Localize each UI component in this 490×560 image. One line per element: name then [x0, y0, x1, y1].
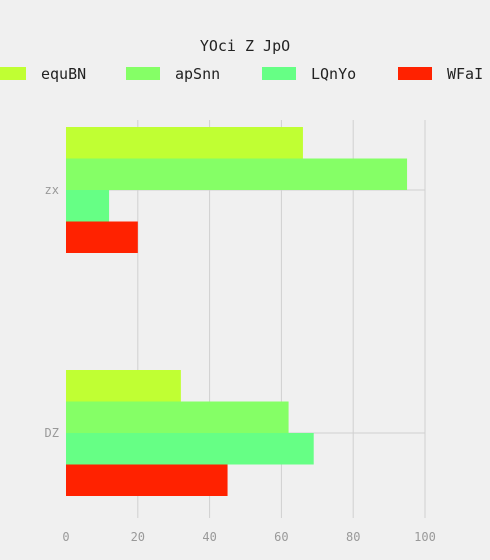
x-tick-label-4: 80	[346, 530, 360, 544]
bar-equBN-DZ	[66, 370, 181, 402]
bar-apSnn-zx	[66, 158, 408, 190]
bar-LQnYo-DZ	[66, 433, 314, 465]
bar-LQnYo-zx	[66, 190, 110, 222]
bar-apSnn-DZ	[66, 401, 289, 433]
legend-swatch-LQnYo	[262, 67, 296, 80]
legend-item-apSnn: apSnn	[126, 65, 220, 83]
y-axis: zx DZ	[45, 183, 59, 440]
x-tick-label-0: 0	[62, 530, 69, 544]
chart-title: YOci Z JpO	[200, 37, 290, 55]
bar-equBN-zx	[66, 127, 303, 159]
legend-item-LQnYo: LQnYo	[262, 65, 356, 83]
legend-swatch-apSnn	[126, 67, 160, 80]
bar-WFaI-zx	[66, 221, 138, 253]
legend-swatch-WFaI	[398, 67, 432, 80]
legend-swatch-equBN	[0, 67, 26, 80]
legend-item-WFaI: WFaI	[398, 65, 483, 83]
x-axis: 0 20 40 60 80 100	[62, 530, 435, 544]
bar-WFaI-DZ	[66, 464, 228, 496]
y-category-label-0: zx	[45, 183, 59, 197]
legend-item-equBN: equBN	[0, 65, 86, 83]
x-tick-label-1: 20	[131, 530, 145, 544]
bars	[66, 127, 408, 496]
x-tick-label-3: 60	[274, 530, 288, 544]
legend-label-WFaI: WFaI	[447, 65, 483, 83]
legend-label-equBN: equBN	[41, 65, 86, 83]
x-tick-label-5: 100	[414, 530, 436, 544]
legend-label-apSnn: apSnn	[175, 65, 220, 83]
legend: equBN apSnn LQnYo WFaI	[0, 65, 483, 83]
legend-label-LQnYo: LQnYo	[311, 65, 356, 83]
y-category-label-1: DZ	[45, 426, 59, 440]
x-tick-label-2: 40	[202, 530, 216, 544]
